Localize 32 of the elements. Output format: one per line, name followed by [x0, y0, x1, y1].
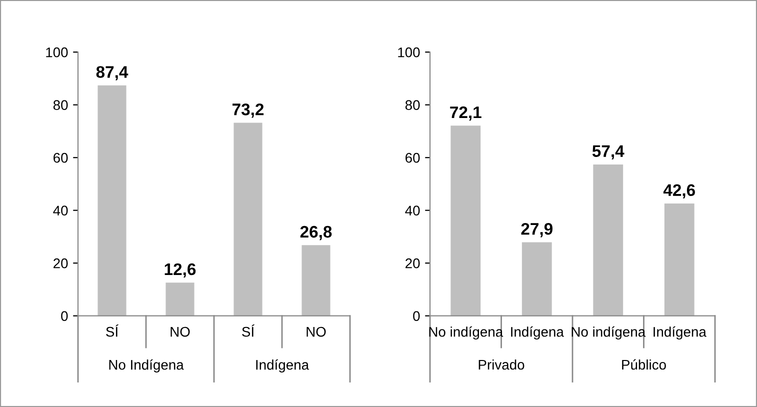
data-label: 26,8: [300, 226, 332, 240]
y-tick-label: 100: [398, 47, 420, 58]
data-label: 42,6: [663, 184, 695, 198]
y-tick-label: 40: [405, 206, 420, 216]
y-tick-label: 0: [413, 311, 420, 321]
x-tick-label: SÍ: [106, 324, 119, 337]
y-tick-label: 0: [61, 311, 68, 321]
y-tick-label: 80: [405, 100, 420, 110]
y-tick-label: 60: [406, 152, 420, 163]
x-tick-label: Indígena: [654, 326, 706, 340]
y-tick-label: 40: [53, 206, 68, 216]
y-tick-label: 20: [406, 258, 420, 268]
data-label: 12,6: [164, 263, 196, 278]
data-label: 27,9: [521, 222, 552, 238]
y-tick-label: 100: [46, 47, 68, 58]
data-label: 57,4: [592, 145, 624, 160]
x-tick-label: No indígena: [572, 326, 646, 340]
text: Privado: [478, 359, 524, 370]
y-tick-label: 60: [54, 152, 68, 163]
x-tick-label: Indígena: [511, 326, 564, 340]
data-label: 72,1: [450, 106, 482, 121]
data-label: 73,2: [232, 104, 264, 118]
x-tick-label: No indígena: [429, 326, 504, 340]
text: No Indígena: [109, 359, 184, 372]
x-tick-label: NO: [170, 326, 190, 337]
y-tick-label: 20: [54, 258, 68, 268]
text: Indígena: [256, 359, 310, 372]
y-tick-label: 80: [53, 100, 68, 110]
x-tick-label: NO: [306, 326, 326, 337]
x-tick-label: SÍ: [242, 324, 255, 337]
text: Público: [622, 359, 666, 370]
data-label: 87,4: [96, 66, 128, 80]
